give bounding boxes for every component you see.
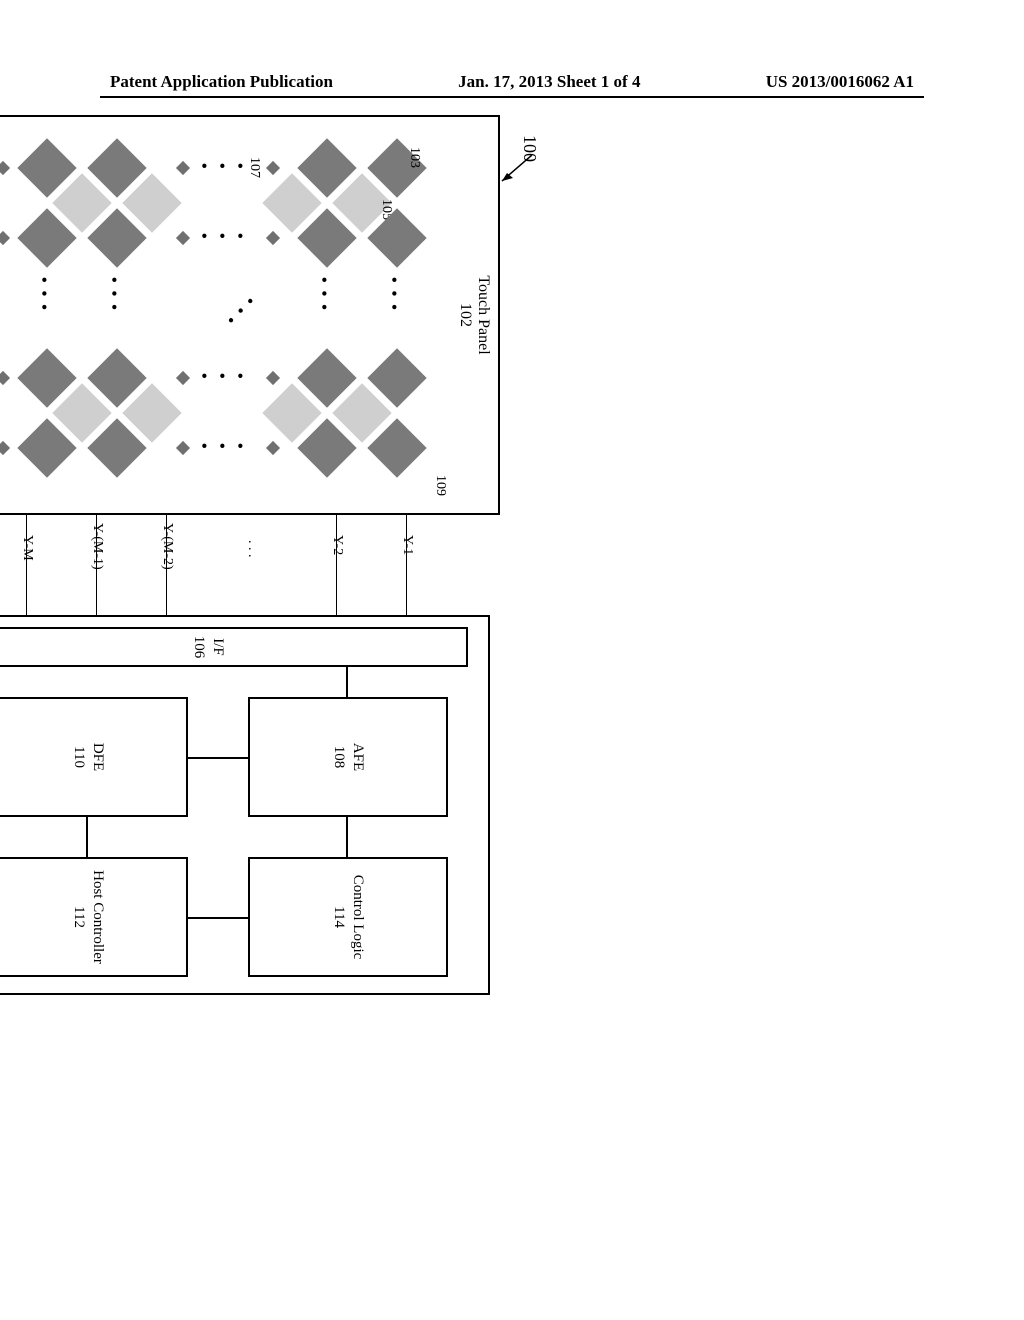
figure-canvas: 100 Touch Panel 102 109 103 [0,115,510,1005]
y-wire [336,515,337,615]
page: Patent Application Publication Jan. 17, … [0,0,1024,1320]
sensor-conn [266,371,280,385]
grid-dots-h: • • • [384,277,402,312]
if-block: I/F 106 [0,627,468,667]
host-controller-block: Host Controller 112 [0,857,188,977]
grid-dots-v: ••• [194,233,248,241]
sensor-conn [0,231,10,245]
touch-panel-box: Touch Panel 102 109 103 105 • • • [0,115,500,515]
sensor-conn [176,161,190,175]
ref-103: 103 [406,147,422,168]
grid-dots-h: • • • [104,277,122,312]
sensor-conn [176,441,190,455]
y-wire [406,515,407,615]
y-label-5: Y-M [19,535,35,561]
diagram-container: 100 Touch Panel 102 109 103 [130,180,890,1070]
header-left: Patent Application Publication [110,72,333,92]
control-logic-block: Control Logic 114 [248,857,448,977]
grid-dots-v: ••• [194,163,248,171]
sensor-conn [266,231,280,245]
grid-dots-h: • • • [314,277,332,312]
ref-109: 109 [432,475,448,496]
header-rule [100,96,924,98]
sensor-conn [266,441,280,455]
header-right: US 2013/0016062 A1 [766,72,914,92]
sensor-conn [176,371,190,385]
conn-line [188,757,248,759]
patent-header: Patent Application Publication Jan. 17, … [0,72,1024,92]
y-wire [166,515,167,615]
y-label-4: Y-(M-1) [89,523,105,570]
controller-box: Touch Panel Controller 104 I/F 106 AFE 1… [0,615,490,995]
sensor-conn [0,371,10,385]
sensor-conn [266,161,280,175]
y-label-3: Y-(M-2) [159,523,175,570]
system-ref-arrow: 100 [519,135,540,162]
y-label-1: Y-1 [399,535,415,555]
dfe-block: DFE 110 [0,697,188,817]
y-wire [26,515,27,615]
conn-line [188,917,248,919]
grid-dots-d: • • • [220,292,257,329]
y-label-2: Y-2 [329,535,345,555]
grid-dots-h: • • • [34,277,52,312]
sensor-conn [0,161,10,175]
conn-line [346,667,348,697]
header-center: Jan. 17, 2013 Sheet 1 of 4 [458,72,640,92]
ref-107: 107 [246,157,262,178]
grid-dots-v: ••• [194,443,248,451]
sensor-conn [176,231,190,245]
sensor-conn [0,441,10,455]
grid-dots-v: ••• [194,373,248,381]
touch-panel-title: Touch Panel 102 [456,117,492,513]
conn-line [346,817,348,857]
y-wire [96,515,97,615]
conn-line [86,817,88,857]
afe-block: AFE 108 [248,697,448,817]
y-dots: . . . [244,540,260,558]
